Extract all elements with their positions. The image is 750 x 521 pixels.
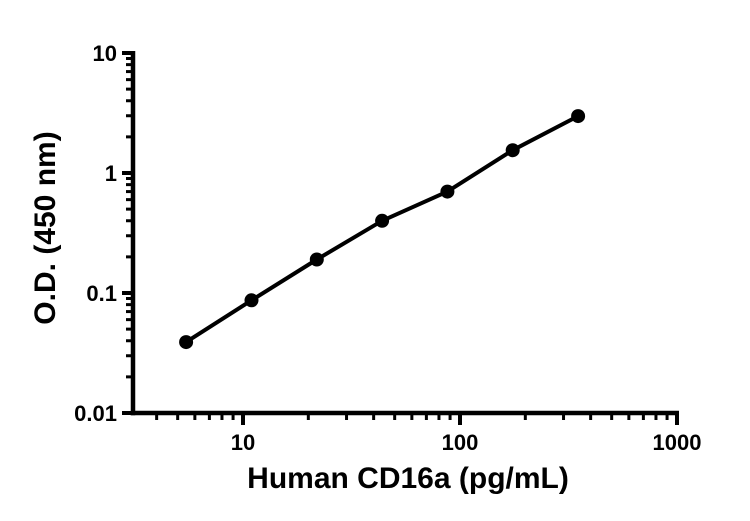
x-tick-label: 10 [231, 430, 255, 455]
y-tick-label: 1 [105, 161, 117, 186]
data-point-marker [505, 143, 520, 158]
data-point-marker [571, 109, 586, 124]
data-point-marker [309, 252, 324, 267]
y-axis-label: O.D. (450 nm) [29, 131, 62, 325]
data-point-marker [244, 293, 259, 308]
x-axis-label: Human CD16a (pg/mL) [247, 462, 569, 495]
data-point-marker [179, 335, 194, 350]
data-point-marker [375, 213, 390, 228]
y-tick-label: 0.1 [86, 281, 117, 306]
x-tick-label: 100 [442, 430, 479, 455]
data-point-marker [440, 184, 455, 199]
y-tick-label: 10 [93, 41, 117, 66]
x-tick-label: 1000 [653, 430, 702, 455]
y-tick-label: 0.01 [74, 401, 117, 426]
